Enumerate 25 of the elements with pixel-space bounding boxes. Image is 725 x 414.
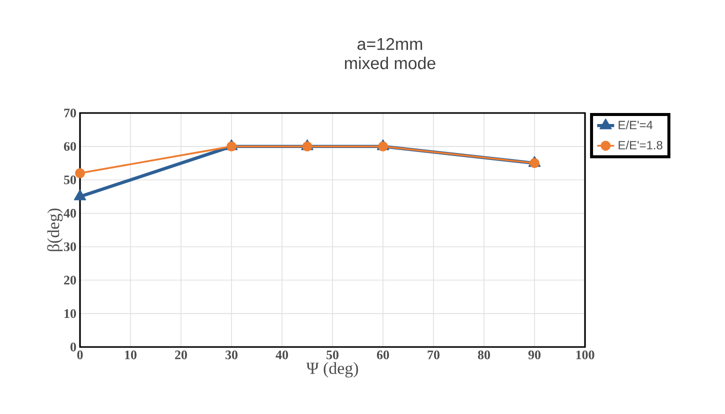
y-tick-label: 60 (64, 142, 76, 151)
y-tick-label: 40 (64, 208, 76, 218)
legend-label: E/E'=4 (618, 120, 653, 130)
x-tick-label: 40 (276, 350, 288, 360)
x-tick-label: 80 (478, 350, 490, 360)
x-tick-label: 90 (528, 350, 540, 360)
x-tick-label: 50 (326, 350, 338, 360)
y-tick-label: 70 (64, 108, 76, 118)
y-tick-label: 20 (64, 276, 76, 285)
legend-label: E/E'=1.8 (618, 140, 662, 150)
x-tick-label: 100 (576, 350, 594, 360)
x-tick-label: 70 (428, 350, 440, 360)
x-tick-label: 20 (175, 350, 187, 360)
x-tick-label: 30 (226, 350, 238, 360)
y-tick-label: 0 (70, 342, 76, 352)
x-tick-label: 0 (77, 350, 83, 360)
chart-title: a=12mm (358, 38, 422, 50)
y-tick-label: 10 (64, 309, 76, 318)
y-tick-label: 50 (64, 175, 76, 184)
y-tick-label: 30 (64, 242, 76, 252)
y-axis-title: β(deg) (47, 208, 63, 252)
x-tick-label: 10 (125, 350, 136, 360)
x-tick-label: 60 (376, 350, 389, 360)
chart-subtitle: mixed mode (345, 56, 436, 70)
x-axis-title: Ψ (deg) (306, 362, 358, 378)
